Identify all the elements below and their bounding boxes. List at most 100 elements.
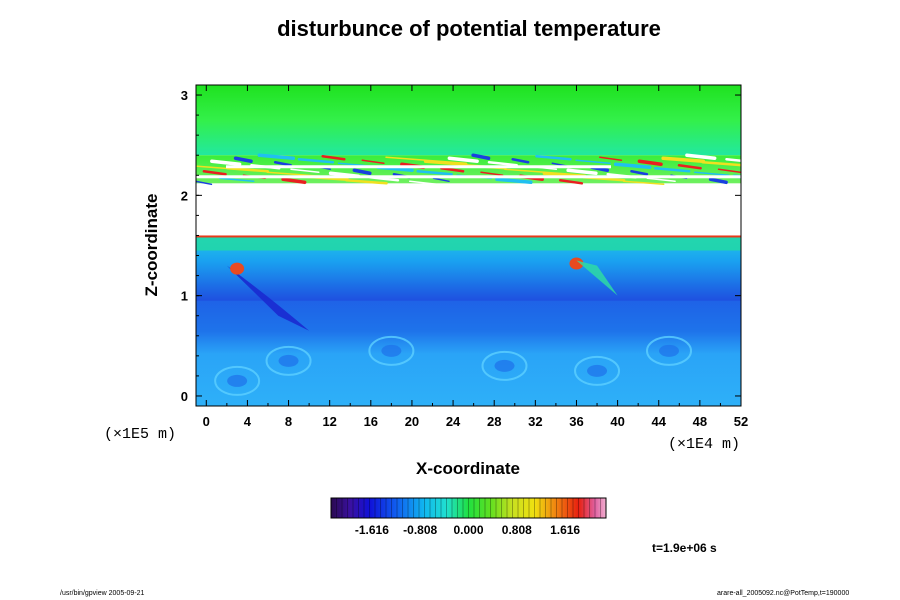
chart-title: disturbunce of potential temperature: [277, 16, 661, 41]
eddy: [481, 350, 528, 381]
x-axis-label: X-coordinate: [416, 459, 520, 478]
turbulence-streak: [630, 170, 649, 176]
turbulence-streak: [566, 168, 598, 176]
turbulence-streak: [622, 180, 665, 186]
x-tick-label: 4: [244, 414, 252, 429]
plume: [226, 265, 310, 331]
upper-layer: [196, 85, 741, 156]
turbulence-streak: [416, 170, 453, 176]
turbulence-streak: [447, 156, 479, 163]
footer-right: arare-all_2005092.nc@PotTemp,t=190000: [717, 590, 850, 597]
turbulence-streak: [613, 162, 652, 170]
x-tick-label: 36: [569, 414, 583, 429]
colorbar-tick-label: 0.808: [502, 523, 532, 537]
turbulence-streak: [196, 165, 239, 171]
y-tick-label: 2: [181, 188, 188, 203]
turbulence-streak: [352, 168, 372, 176]
eddy-core: [278, 354, 299, 367]
x-tick-label: 12: [322, 414, 336, 429]
turbulence-streak: [219, 177, 255, 183]
turbulence-streak: [599, 156, 623, 161]
turbulence-streak: [511, 157, 530, 164]
turbulence-streak: [535, 154, 572, 161]
x-tick-label: 52: [734, 414, 748, 429]
turbulence-streak: [432, 177, 450, 183]
band-top-strip: [196, 233, 741, 251]
missing-strip: [226, 165, 611, 169]
turbulence-streak: [290, 168, 320, 174]
y-scale-label: (×1E5 m): [104, 426, 177, 443]
x-tick-label: 48: [693, 414, 707, 429]
turbulence-streak: [504, 168, 546, 174]
turbulence-streak: [281, 177, 307, 185]
turbulence-streak: [685, 153, 717, 160]
eddy-core: [659, 344, 680, 357]
x-tick-label: 28: [487, 414, 501, 429]
eddy-core: [587, 364, 608, 377]
x-tick-label: 24: [446, 414, 461, 429]
turbulence-streak: [575, 159, 611, 164]
x-scale-label: (×1E4 m): [668, 436, 741, 453]
eddy: [214, 365, 261, 396]
turbulence-streak: [297, 157, 335, 164]
y-tick-label: 1: [181, 289, 188, 304]
turbulence-streak: [321, 154, 346, 161]
turbulence-streak: [661, 156, 706, 163]
colorbar-tick-label: -1.616: [355, 523, 389, 537]
colorbar-tick-label: -0.808: [403, 523, 437, 537]
turbulence-streak: [266, 171, 309, 177]
plot-frame: [195, 84, 742, 407]
eddy-core: [227, 374, 248, 387]
y-tick-label: 0: [181, 389, 188, 404]
lower-layer: [196, 290, 741, 406]
x-tick-label: 20: [405, 414, 419, 429]
missing-region: [196, 183, 741, 236]
turbulence-streak: [487, 160, 518, 167]
plume: [576, 260, 618, 296]
x-tick-label: 8: [285, 414, 292, 429]
colorbar-tick-label: 0.000: [453, 523, 483, 537]
x-tick-label: 40: [610, 414, 624, 429]
x-tick-label: 44: [652, 414, 667, 429]
eddy: [574, 355, 621, 386]
eddy-core: [381, 344, 402, 357]
turbulence-streak: [646, 177, 676, 183]
turbulence-streak: [257, 153, 296, 160]
turbulence-streak: [725, 157, 741, 163]
colorbar-tick-label: 1.616: [550, 523, 580, 537]
turbulence-streak: [361, 159, 385, 164]
x-tick-label: 16: [364, 414, 378, 429]
missing-strip: [196, 175, 741, 179]
turbulence-streak: [677, 164, 702, 170]
heatmap-field: [196, 85, 741, 406]
turbulence-streak: [440, 167, 465, 173]
eddy: [265, 345, 312, 376]
turbulence-streak: [495, 177, 533, 185]
turbulence-streak: [273, 160, 292, 167]
turbulence-streak: [653, 167, 691, 173]
x-tick-label: 32: [528, 414, 542, 429]
colorbar: -1.616 -0.808 0.000 0.808 1.616: [330, 497, 607, 537]
turbulence-streak: [471, 153, 491, 160]
turbulence-streak: [694, 171, 730, 177]
turbulence-streak: [637, 159, 663, 166]
turbulence-streak: [345, 179, 388, 185]
turbulence-streak: [202, 170, 227, 176]
eddy-core: [494, 359, 515, 372]
footer-left: /usr/bin/gpview 2005-09-21: [60, 590, 145, 597]
turbulence-streak: [717, 168, 741, 174]
warm-spot: [230, 262, 245, 275]
turbulence-streak: [196, 180, 213, 186]
eddy: [646, 335, 693, 366]
turbulence-streak: [423, 159, 468, 166]
turbulence-streak: [708, 177, 728, 185]
x-tick-label: 0: [203, 414, 210, 429]
eddy: [368, 335, 415, 366]
turbulence-streak: [210, 159, 242, 166]
turbulence-streak: [385, 156, 427, 161]
y-tick-label: 3: [181, 88, 188, 103]
turbulence-streak: [558, 179, 584, 185]
turbulence-streak: [480, 171, 504, 177]
